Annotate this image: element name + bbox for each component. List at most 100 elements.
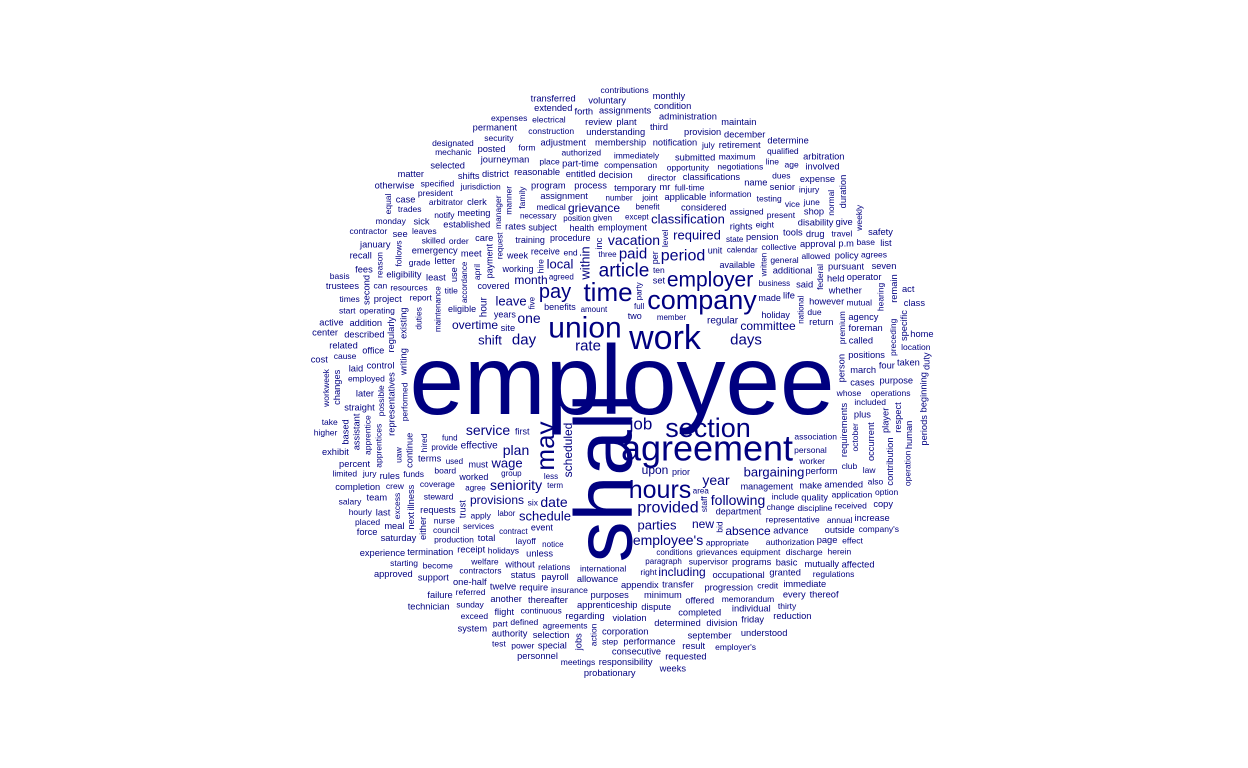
word-person: person: [837, 354, 847, 382]
word-emergency: emergency: [412, 245, 458, 255]
word-programs: programs: [732, 557, 772, 567]
word-notice: notice: [542, 540, 564, 549]
word-wage: wage: [490, 456, 522, 471]
word-later: later: [356, 388, 374, 398]
word-requested: requested: [665, 651, 706, 661]
word-working: working: [501, 264, 533, 274]
word-january: january: [359, 239, 391, 249]
word-relations: relations: [538, 562, 570, 572]
word-pursuant: pursuant: [828, 262, 865, 272]
word-parties: parties: [637, 518, 677, 533]
word-grievances: grievances: [696, 547, 737, 557]
word-classifications: classifications: [683, 172, 741, 182]
word-week: week: [506, 250, 529, 260]
word-excess: excess: [392, 493, 402, 519]
word-appropriate: appropriate: [706, 538, 749, 548]
word-letter: letter: [435, 256, 456, 266]
word-provide: provide: [431, 443, 458, 452]
word-higher: higher: [314, 427, 338, 437]
word-title: title: [445, 286, 459, 296]
word-support: support: [418, 573, 449, 583]
word-base: base: [857, 237, 876, 247]
word-requirements: requirements: [839, 403, 849, 458]
word-layoff: layoff: [516, 536, 537, 546]
word-normal: normal: [826, 190, 836, 216]
word-fees: fees: [355, 264, 373, 274]
word-assigned: assigned: [730, 206, 764, 216]
word-recall: recall: [350, 250, 372, 260]
word-mr: mr: [660, 182, 671, 192]
word-maintain: maintain: [721, 117, 756, 127]
word-state: state: [726, 235, 744, 244]
word-rates: rates: [505, 221, 526, 231]
word-qualified: qualified: [767, 146, 799, 156]
word-conditions: conditions: [656, 548, 692, 557]
word-assistant: assistant: [351, 413, 361, 450]
word-test: test: [492, 639, 506, 649]
word-process: process: [574, 180, 607, 190]
word-flight: flight: [494, 607, 514, 617]
word-member: member: [657, 313, 687, 322]
word-july: july: [701, 140, 716, 150]
word-expense: expense: [800, 174, 835, 184]
word-representatives: representatives: [387, 372, 397, 436]
word-change: change: [767, 502, 795, 512]
word-required: required: [673, 228, 721, 243]
word-procedure: procedure: [550, 233, 591, 243]
word-june: june: [803, 197, 820, 207]
word-one-half: one-half: [453, 577, 487, 587]
word-receive: receive: [531, 247, 560, 257]
word-article: article: [599, 261, 650, 282]
word-plus: plus: [854, 410, 871, 420]
word-classification: classification: [651, 212, 725, 227]
word-within: within: [578, 246, 593, 280]
word-bid: bid: [715, 521, 725, 533]
word-apply: apply: [471, 511, 492, 521]
word-provisions: provisions: [470, 493, 524, 507]
word-maximum: maximum: [719, 151, 756, 161]
word-copy: copy: [873, 499, 893, 509]
word-shop: shop: [804, 207, 824, 217]
word-decision: decision: [599, 170, 633, 180]
word-dues: dues: [772, 171, 790, 181]
word-maintenance: maintenance: [434, 286, 443, 332]
word-last: last: [376, 507, 391, 517]
word-basic: basic: [776, 557, 798, 567]
word-subject: subject: [528, 222, 557, 232]
word-site: site: [501, 323, 515, 333]
word-understanding: understanding: [586, 127, 645, 137]
word-memorandum: memorandum: [722, 594, 774, 604]
word-agreed: agreed: [549, 273, 574, 282]
word-placed: placed: [355, 517, 380, 527]
word-job: job: [629, 415, 653, 434]
word-coverage: coverage: [420, 479, 455, 489]
word-necessary: necessary: [520, 212, 556, 221]
word-employee: employee: [410, 325, 835, 435]
word-december: december: [724, 129, 765, 139]
word-outside: outside: [825, 525, 855, 535]
word-event: event: [531, 523, 554, 533]
word-club: club: [842, 461, 858, 471]
word-called: called: [849, 336, 873, 346]
word-name: name: [744, 178, 767, 188]
word-sick: sick: [413, 216, 429, 226]
word-agree: agree: [465, 483, 486, 492]
word-least: least: [426, 273, 446, 283]
word-allowance: allowance: [577, 574, 618, 584]
word-apprentice: apprentice: [362, 415, 372, 455]
word-national: national: [797, 296, 806, 324]
word-personnel: personnel: [517, 651, 558, 661]
word-apprentices: apprentices: [374, 424, 384, 468]
word-allowed: allowed: [801, 251, 830, 261]
word-march: march: [850, 365, 876, 375]
word-specific: specific: [899, 310, 909, 341]
word-term: term: [547, 481, 563, 490]
word-hourly: hourly: [349, 507, 373, 517]
word-written: written: [760, 253, 769, 278]
word-involved: involved: [805, 162, 839, 172]
word-director: director: [648, 173, 677, 183]
word-application: application: [832, 489, 873, 499]
word-next: next: [406, 512, 416, 530]
word-unless: unless: [526, 549, 553, 559]
word-appendix: appendix: [621, 580, 659, 590]
